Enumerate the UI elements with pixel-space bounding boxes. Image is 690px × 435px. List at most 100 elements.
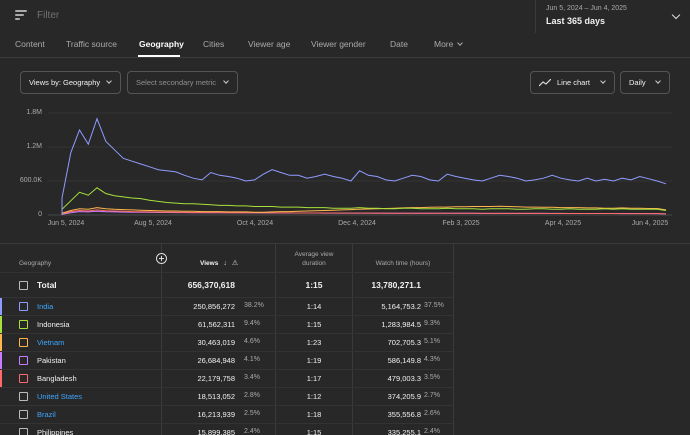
- chevron-down-icon: [223, 78, 229, 84]
- row-watch-time-pct: 2.7%: [424, 392, 440, 399]
- series-color-bar: [0, 334, 2, 352]
- series-line: [61, 117, 667, 215]
- table-row: Bangladesh 22,179,758 3.4% 1:17 479,003.3 3.5…: [0, 370, 453, 388]
- y-tick-label: 1.8M: [26, 109, 42, 116]
- y-tick-label: 1.2M: [26, 143, 42, 150]
- tab-viewer-age[interactable]: Viewer age: [248, 39, 291, 49]
- tab-more[interactable]: More: [434, 39, 464, 49]
- tab-content[interactable]: Content: [15, 39, 45, 49]
- row-divider: [0, 405, 453, 406]
- filter-icon[interactable]: [15, 10, 27, 20]
- row-views: 22,179,758: [197, 374, 235, 383]
- row-views-pct: 38.2%: [244, 302, 264, 309]
- x-tick-label: Feb 3, 2025: [442, 220, 480, 227]
- row-checkbox[interactable]: [19, 374, 28, 383]
- secondary-metric-label: Select secondary metric: [136, 78, 217, 87]
- row-watch-time-pct: 4.3%: [424, 356, 440, 363]
- filter-input[interactable]: Filter: [37, 10, 60, 21]
- x-tick-label: Oct 4, 2024: [236, 220, 274, 227]
- chart-plot: [48, 112, 672, 216]
- row-checkbox[interactable]: [19, 392, 28, 401]
- row-name[interactable]: Vietnam: [37, 338, 65, 347]
- report-tabs: Content Traffic source Geography Cities …: [0, 33, 690, 58]
- tab-viewer-gender[interactable]: Viewer gender: [311, 39, 366, 49]
- date-range-text: Jun 5, 2024 – Jun 4, 2025: [546, 5, 627, 12]
- primary-metric-dropdown[interactable]: Views by: Geography: [20, 71, 121, 94]
- row-watch-time-pct: 3.5%: [424, 374, 440, 381]
- header-avd-line1: Average view: [294, 251, 334, 258]
- geography-table: Geography Views ↓ ⚠ Average view duration …: [0, 243, 690, 435]
- table-row: Indonesia 61,562,311 9.4% 1:15 1,283,984.5 9.…: [0, 316, 453, 334]
- row-divider: [0, 351, 453, 352]
- secondary-metric-dropdown[interactable]: Select secondary metric: [127, 71, 238, 94]
- interval-dropdown[interactable]: Daily: [620, 71, 670, 94]
- row-checkbox[interactable]: [19, 320, 28, 329]
- row-name[interactable]: India: [37, 302, 54, 311]
- chevron-down-icon: [457, 40, 464, 46]
- series-color-bar: [0, 316, 2, 334]
- series-color-bar: [0, 370, 2, 388]
- row-avd: 1:15: [306, 428, 322, 435]
- row-avd: 1:23: [306, 338, 322, 347]
- row-views-pct: 4.6%: [244, 338, 260, 345]
- row-name: Pakistan: [37, 356, 66, 365]
- add-column-icon[interactable]: [156, 253, 167, 264]
- y-tick-label: 0: [38, 211, 42, 218]
- row-watch-time: 5,164,753.2: [381, 302, 421, 311]
- row-views: 30,463,019: [197, 338, 235, 347]
- chart-type-dropdown[interactable]: Line chart: [530, 71, 615, 94]
- row-avd: 1:18: [306, 410, 322, 419]
- tab-traffic-source[interactable]: Traffic source: [66, 39, 118, 49]
- row-watch-time-pct: 2.6%: [424, 410, 440, 417]
- row-views: 656,370,618: [187, 280, 235, 290]
- row-name: Total: [37, 280, 57, 290]
- row-checkbox[interactable]: [19, 410, 28, 419]
- x-tick-label: Jun 5, 2024: [47, 220, 85, 227]
- row-views-pct: 2.8%: [244, 392, 260, 399]
- chart-type-label: Line chart: [557, 78, 590, 87]
- table-row-total: Total 656,370,618 1:15 13,780,271.1: [0, 277, 453, 295]
- row-checkbox[interactable]: [19, 356, 28, 365]
- row-views-pct: 9.4%: [244, 320, 260, 327]
- row-checkbox[interactable]: [19, 338, 28, 347]
- date-range-picker[interactable]: Jun 5, 2024 – Jun 4, 2025 Last 365 days: [535, 0, 690, 33]
- row-watch-time-pct: 2.4%: [424, 428, 440, 435]
- row-avd: 1:17: [306, 374, 322, 383]
- tab-date[interactable]: Date: [390, 39, 408, 49]
- row-name[interactable]: United States: [37, 392, 83, 401]
- header-geography: Geography: [19, 260, 52, 267]
- row-views-pct: 4.1%: [244, 356, 260, 363]
- row-divider: [0, 297, 453, 298]
- row-watch-time: 374,205.9: [387, 392, 421, 401]
- row-divider: [0, 387, 453, 388]
- row-watch-time: 355,556.8: [387, 410, 421, 419]
- row-watch-time-pct: 37.5%: [424, 302, 444, 309]
- row-name[interactable]: Brazil: [37, 410, 56, 419]
- header-views-label: Views: [200, 260, 219, 267]
- row-watch-time: 335,255.1: [387, 428, 421, 435]
- interval-label: Daily: [629, 78, 646, 87]
- row-name: Indonesia: [37, 320, 70, 329]
- row-name: Bangladesh: [37, 374, 77, 383]
- primary-metric-label: Views by: Geography: [29, 78, 101, 87]
- row-views: 18,513,052: [197, 392, 235, 401]
- row-watch-time: 586,149.8: [387, 356, 421, 365]
- tab-geography[interactable]: Geography: [139, 39, 184, 49]
- header-views[interactable]: Views ↓ ⚠: [200, 259, 238, 268]
- column-divider: [453, 244, 454, 435]
- header-watch-time[interactable]: Watch time (hours): [375, 260, 431, 267]
- tab-more-label: More: [434, 39, 454, 49]
- row-checkbox[interactable]: [19, 302, 28, 311]
- header-avd[interactable]: Average view duration: [276, 250, 352, 268]
- chevron-down-icon: [600, 78, 606, 84]
- column-divider: [352, 244, 353, 435]
- chevron-down-icon: [655, 78, 661, 84]
- row-watch-time: 702,705.3: [387, 338, 421, 347]
- table-row: Philippines 15,899,385 2.4% 1:15 335,255.1 2.…: [0, 424, 453, 435]
- chevron-down-icon: [106, 78, 112, 84]
- row-checkbox[interactable]: [19, 428, 28, 435]
- tab-cities[interactable]: Cities: [203, 39, 225, 49]
- row-checkbox[interactable]: [19, 281, 28, 290]
- column-divider: [161, 244, 162, 435]
- views-line-chart: 1.8M 1.2M 600.0K 0 Jun 5, 2024 Aug 5, 2024 Oc…: [0, 100, 690, 240]
